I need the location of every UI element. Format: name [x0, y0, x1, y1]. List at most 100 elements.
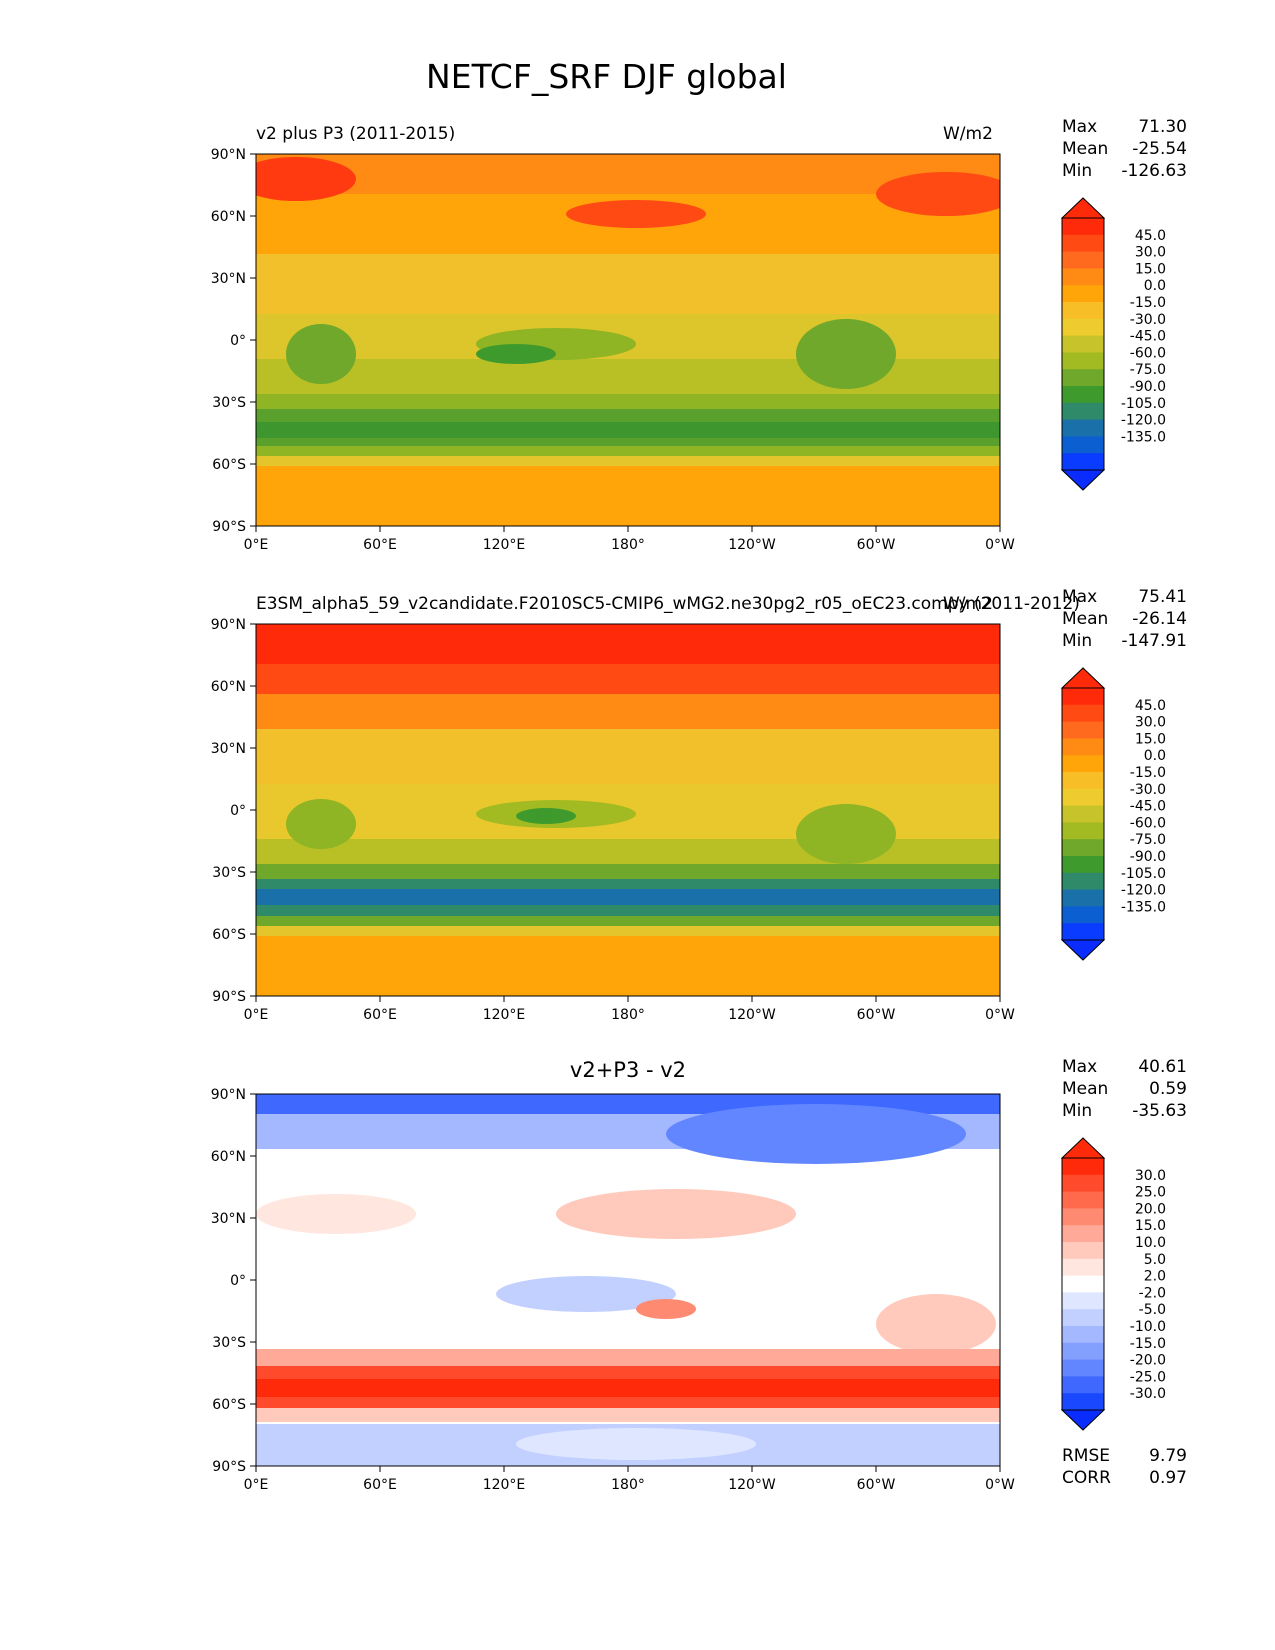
colorbar-tick-label: -135.0 — [1121, 429, 1166, 445]
lat-tick-label: 0° — [230, 1273, 246, 1289]
colorbar-swatch — [1062, 688, 1104, 706]
lon-tick-label: 120°W — [728, 1007, 776, 1023]
lon-tick-label: 180° — [611, 537, 645, 553]
lat-tick-label: 30°N — [211, 271, 246, 287]
panel-3-stat-max-label: Max — [1062, 1057, 1098, 1077]
panel-2-stat-min-label: Min — [1062, 631, 1093, 651]
colorbar-extend-high — [1060, 1137, 1106, 1159]
panel-2-map: 90°N 60°N 30°N 0° 30°S 60°S 90°S 0°E 60°E 120°E 18… — [211, 617, 1015, 1023]
colorbar-tick-label: -90.0 — [1130, 379, 1166, 395]
colorbar-swatch — [1062, 1326, 1104, 1344]
lon-tick-label: 120°W — [728, 1477, 776, 1493]
lat-tick-label: 90°N — [211, 1087, 246, 1103]
lon-tick-label: 60°E — [363, 1007, 397, 1023]
colorbar-tick-label: -15.0 — [1130, 295, 1166, 311]
colorbar-swatch — [1062, 721, 1104, 739]
colorbar-swatch — [1062, 369, 1104, 387]
colorbar-swatch — [1062, 1393, 1104, 1411]
colorbar-tick-label: 15.0 — [1135, 1218, 1166, 1234]
panel-3-rmse-value: 9.79 — [1149, 1446, 1187, 1466]
colorbar-swatch — [1062, 335, 1104, 353]
colorbar-tick-label: 30.0 — [1135, 715, 1166, 731]
panel-1-stat-max-label: Max — [1062, 117, 1098, 137]
colorbar-tick-label: -30.0 — [1130, 1386, 1166, 1402]
colorbar-swatch — [1062, 1342, 1104, 1361]
lon-tick-label: 120°E — [483, 537, 526, 553]
colorbar-extend-high — [1060, 197, 1106, 219]
colorbar-tick-label: -60.0 — [1130, 815, 1166, 831]
lon-tick-label: 120°E — [483, 1477, 526, 1493]
panel-1-stat-mean-value: -25.54 — [1132, 139, 1187, 159]
lat-tick-label: 0° — [230, 803, 246, 819]
panel-3-stat-max-value: 40.61 — [1138, 1057, 1187, 1077]
panel-1-title: v2 plus P3 (2011-2015) — [256, 124, 456, 144]
lon-tick-label: 120°W — [728, 537, 776, 553]
lat-tick-label: 30°S — [212, 1335, 246, 1351]
lon-tick-label: 0°E — [244, 537, 269, 553]
colorbar-swatch — [1062, 302, 1104, 320]
colorbar-swatch — [1062, 704, 1104, 723]
figure-title: NETCF_SRF DJF global — [426, 57, 787, 96]
panel-3-rmse-label: RMSE — [1062, 1446, 1111, 1466]
colorbar-tick-label: -30.0 — [1130, 312, 1166, 328]
colorbar-extend-low — [1060, 939, 1106, 961]
lon-tick-label: 0°E — [244, 1007, 269, 1023]
lon-tick-label: 60°W — [857, 1477, 896, 1493]
colorbar-tick-label: -45.0 — [1130, 329, 1166, 345]
colorbar-tick-label: 20.0 — [1135, 1201, 1166, 1217]
colorbar-swatch — [1062, 856, 1104, 874]
panel-2-title: E3SM_alpha5_59_v2candidate.F2010SC5-CMIP… — [256, 594, 1080, 614]
colorbar-swatch — [1062, 788, 1104, 807]
lon-tick-label: 60°E — [363, 1477, 397, 1493]
lat-tick-label: 30°S — [212, 395, 246, 411]
colorbar-swatch — [1062, 1158, 1104, 1176]
colorbar-swatch — [1062, 906, 1104, 924]
panel-2-stat-mean-label: Mean — [1062, 609, 1109, 629]
colorbar-tick-label: -135.0 — [1121, 899, 1166, 915]
colorbar-tick-label: -20.0 — [1130, 1353, 1166, 1369]
colorbar-tick-label: -15.0 — [1130, 1336, 1166, 1352]
colorbar-swatch — [1062, 386, 1104, 404]
lat-tick-label: 60°S — [212, 927, 246, 943]
colorbar-swatch — [1062, 318, 1104, 337]
colorbar-tick-label: -90.0 — [1130, 849, 1166, 865]
colorbar-tick-label: -120.0 — [1121, 413, 1166, 429]
colorbar-frame — [1061, 1157, 1105, 1411]
colorbar-swatch — [1062, 251, 1104, 269]
panel-2-units: W/m2 — [943, 594, 993, 614]
lon-tick-label: 60°W — [857, 537, 896, 553]
lat-tick-label: 30°S — [212, 865, 246, 881]
colorbar-tick-label: 30.0 — [1135, 245, 1166, 261]
panel-2-stat-max-label: Max — [1062, 587, 1098, 607]
lon-tick-label: 0°W — [985, 1477, 1015, 1493]
colorbar-swatch — [1062, 839, 1104, 857]
lat-tick-label: 90°S — [212, 989, 246, 1005]
colorbar-swatch — [1062, 402, 1104, 421]
colorbar-swatch — [1062, 755, 1104, 773]
colorbar-swatch — [1062, 234, 1104, 253]
colorbar-tick-label: 15.0 — [1135, 261, 1166, 277]
panel-3-stat-min-label: Min — [1062, 1101, 1093, 1121]
colorbar-tick-label: -75.0 — [1130, 362, 1166, 378]
colorbar-swatch — [1062, 1174, 1104, 1193]
colorbar-tick-label: -60.0 — [1130, 345, 1166, 361]
panel-3-map: 90°N 60°N 30°N 0° 30°S 60°S 90°S 0°E 60°E 120°E 18… — [211, 1087, 1015, 1493]
panel-2-stat-min-value: -147.91 — [1121, 631, 1187, 651]
colorbar-tick-label: 25.0 — [1135, 1185, 1166, 1201]
panel-3-stat-mean-label: Mean — [1062, 1079, 1109, 1099]
colorbar-tick-label: 45.0 — [1135, 698, 1166, 714]
colorbar-extend-low — [1060, 1409, 1106, 1431]
lat-tick-label: 60°N — [211, 209, 246, 225]
lon-tick-label: 180° — [611, 1477, 645, 1493]
panel-1-stat-mean-label: Mean — [1062, 139, 1109, 159]
lat-tick-label: 30°N — [211, 1211, 246, 1227]
panel-2-stat-mean-value: -26.14 — [1132, 609, 1187, 629]
colorbar-tick-label: -15.0 — [1130, 765, 1166, 781]
lon-tick-label: 180° — [611, 1007, 645, 1023]
colorbar-swatch — [1062, 1359, 1104, 1377]
colorbar-tick-label: 2.0 — [1144, 1269, 1166, 1285]
colorbar-swatch — [1062, 352, 1104, 370]
colorbar-tick-label: -30.0 — [1130, 782, 1166, 798]
lat-tick-label: 90°N — [211, 617, 246, 633]
colorbar-swatch — [1062, 923, 1104, 941]
